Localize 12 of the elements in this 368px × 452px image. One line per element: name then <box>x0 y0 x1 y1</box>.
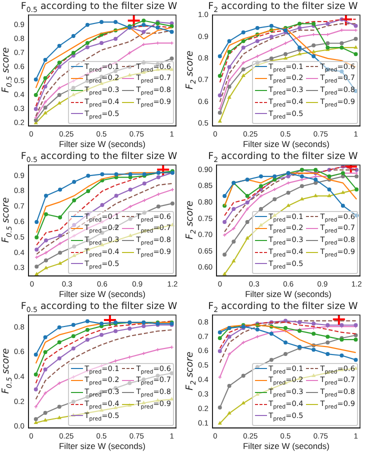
x-axis-title: Filter size W (seconds) <box>58 441 146 452</box>
chart-title: F$_{2}$ according to the filter size W <box>207 151 359 164</box>
x-axis-title: Filter size W (seconds) <box>58 139 146 150</box>
x-axis-title: Filter size W (seconds) <box>58 289 146 300</box>
x-axis-title: Filter size W (seconds) <box>242 441 330 452</box>
chart-title: F$_{2}$ according to the filter size W <box>207 301 359 314</box>
x-axis-title: Filter size W (seconds) <box>242 139 330 150</box>
chart-title: F$_{2}$ according to the filter size W <box>208 1 359 14</box>
chart-title: F$_{0.5}$ according to the filter size W <box>20 151 178 164</box>
chart-title: F$_{0.5}$ according to the filter size W <box>20 1 178 14</box>
x-axis-title: Filter size W (seconds) <box>245 289 332 300</box>
chart-title: F$_{0.5}$ according to the filter size W <box>20 301 178 314</box>
